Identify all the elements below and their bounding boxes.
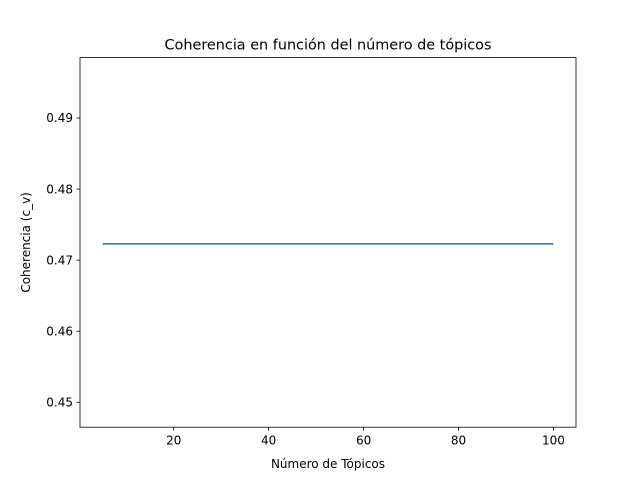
y-tick-label: 0.49: [46, 111, 73, 125]
y-axis-ticks: 0.45 0.46 0.47 0.48 0.49: [46, 111, 80, 410]
x-axis-label: Número de Tópicos: [271, 457, 385, 471]
x-tick-label: 100: [542, 434, 565, 448]
x-tick-label: 20: [166, 434, 181, 448]
y-tick-label: 0.47: [46, 253, 73, 267]
axes-frame: [79, 57, 577, 428]
x-tick-label: 80: [451, 434, 466, 448]
y-axis-label: Coherencia (c_v): [19, 192, 33, 293]
x-axis-ticks: 20 40 60 80 100: [166, 427, 565, 448]
y-tick-label: 0.45: [46, 396, 73, 410]
x-tick-label: 40: [261, 434, 276, 448]
y-tick-label: 0.48: [46, 182, 73, 196]
x-tick-label: 60: [356, 434, 371, 448]
y-tick-label: 0.46: [46, 324, 73, 338]
chart-title: Coherencia en función del número de tópi…: [165, 38, 492, 54]
